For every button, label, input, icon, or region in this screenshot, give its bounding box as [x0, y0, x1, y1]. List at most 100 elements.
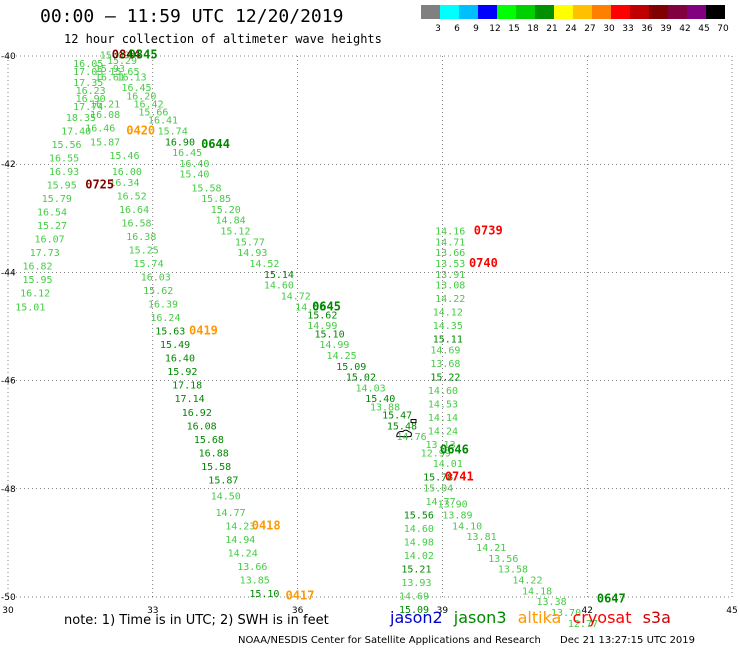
wave-height-label: 16.03 — [141, 273, 171, 284]
wave-height-label: 16.07 — [35, 235, 65, 246]
scale-swatch — [706, 5, 725, 19]
pass-time-label: 0739 — [474, 224, 503, 238]
wave-height-label: 15.09 — [399, 605, 429, 616]
wave-height-label: 16.05 — [73, 59, 103, 70]
wave-height-label: 15.47 — [382, 410, 412, 421]
scale-swatch — [592, 5, 611, 19]
legend: jason2 jason3 altika cryosat s3a — [390, 608, 677, 627]
wave-height-label: 14.16 — [435, 227, 465, 238]
wave-height-label: 13.93 — [401, 578, 431, 589]
pass-time-label: 0845 — [129, 48, 158, 62]
scale-label: 12 — [489, 24, 500, 34]
chart-title: 00:00 – 11:59 UTC 12/20/2019 — [40, 6, 344, 27]
wave-height-label: 16.08 — [187, 421, 217, 432]
wave-height-label: 15.66 — [138, 108, 168, 119]
scale-label: 24 — [565, 24, 577, 34]
wave-height-label: 13.91 — [435, 270, 465, 281]
wave-height-label: 14.77 — [426, 497, 456, 508]
wave-height-label: 12.77 — [568, 619, 598, 630]
wave-height-label: 15.14 — [264, 270, 294, 281]
wave-height-label: 14.52 — [249, 259, 279, 270]
wave-height-label: 15.56 — [404, 511, 434, 522]
wave-height-label: 14.03 — [356, 383, 386, 394]
wave-height-label: 16.46 — [85, 124, 115, 135]
pass-time-label: 0647 — [597, 591, 626, 605]
scale-swatch — [573, 5, 592, 19]
wave-height-label: 15.56 — [51, 140, 81, 151]
wave-height-label: 13.08 — [435, 281, 465, 292]
wave-height-label: 13.90 — [438, 500, 468, 511]
wave-height-label: 16.45 — [172, 148, 202, 159]
wave-height-label: 14.01 — [433, 459, 463, 470]
wave-height-label: 15.62 — [307, 310, 337, 321]
wave-height-label: 14.10 — [452, 521, 482, 532]
wave-height-label: 15.68 — [194, 435, 224, 446]
scale-label: 3 — [435, 24, 441, 34]
wave-height-label: 14.69 — [430, 346, 460, 357]
y-tick-label: -40 — [1, 52, 16, 62]
x-tick-label: 36 — [292, 606, 304, 616]
wave-height-label: 16.64 — [119, 205, 149, 216]
wave-height-label: 16.13 — [117, 72, 147, 83]
chart-subtitle: 12 hour collection of altimeter wave hei… — [64, 32, 382, 46]
pass-time-label: 0725 — [85, 178, 114, 192]
scale-swatch — [478, 5, 497, 19]
scale-label: 45 — [698, 24, 709, 34]
wave-height-label: 15.22 — [430, 373, 460, 384]
wave-height-label: 13.53 — [435, 259, 465, 270]
wave-height-label: 16.45 — [121, 83, 151, 94]
wave-height-label: 15.74 — [158, 126, 188, 137]
scale-swatch — [440, 5, 459, 19]
wave-height-label: 17.35 — [73, 78, 103, 89]
wave-height-label: 15.40 — [365, 394, 395, 405]
x-tick-label: 42 — [581, 606, 592, 616]
scale-label: 36 — [641, 24, 653, 34]
wave-height-label: 15.04 — [423, 484, 453, 495]
wave-height-label: 16.90 — [76, 94, 106, 105]
wave-height-label: 14.21 — [476, 543, 506, 554]
wave-height-label: 14.94 — [225, 535, 255, 546]
wave-height-label: 17.40 — [61, 126, 91, 137]
wave-height-label: 14.93 — [237, 248, 267, 259]
wave-height-label: 15.40 — [179, 170, 209, 181]
wave-height-label: 16.40 — [165, 354, 195, 365]
wave-height-label: 15.09 — [336, 362, 366, 373]
pass-time-label: 0645 — [312, 299, 341, 313]
pass-time-label: 0844 — [112, 48, 141, 62]
wave-height-label: 16.55 — [49, 153, 79, 164]
wave-height-label: 15.12 — [220, 227, 250, 238]
wave-height-label: 16.93 — [49, 167, 79, 178]
footer: NOAA/NESDIS Center for Satellite Applica… — [238, 635, 695, 646]
scale-swatch — [687, 5, 706, 19]
scale-swatch — [611, 5, 630, 19]
wave-height-label: 15.65 — [109, 67, 139, 78]
wave-height-label: 14.84 — [216, 216, 246, 227]
scale-label: 27 — [584, 24, 595, 34]
y-tick-label: -44 — [1, 268, 16, 278]
wave-height-label: 16.61 — [95, 72, 125, 83]
scale-label: 21 — [546, 24, 557, 34]
wave-height-label: 14.50 — [211, 492, 241, 503]
wave-height-label: 14.24 — [228, 548, 258, 559]
wave-height-label: 14.76 — [397, 432, 427, 443]
island-outline — [396, 429, 412, 438]
wave-height-label: 15.10 — [249, 589, 279, 600]
x-tick-label: 39 — [437, 606, 449, 616]
wave-height-label: 14.22 — [435, 294, 465, 305]
wave-height-label: 13.56 — [488, 554, 518, 565]
wave-height-label: 14.12 — [433, 308, 463, 319]
wave-height-label: 16.88 — [199, 448, 229, 459]
wave-height-label: 14.02 — [404, 551, 434, 562]
wave-height-label: 16.23 — [76, 86, 106, 97]
wave-height-label: 15.02 — [346, 373, 376, 384]
wave-height-label: 13.89 — [442, 511, 472, 522]
wave-height-label: 16.58 — [121, 218, 151, 229]
scale-swatch — [497, 5, 516, 19]
wave-height-label: 15.74 — [133, 259, 163, 270]
legend-jason3: jason3 — [453, 608, 507, 627]
wave-height-label: 16.90 — [165, 137, 195, 148]
wave-height-label: 16.82 — [22, 262, 52, 273]
wave-height-label: 14.25 — [327, 351, 357, 362]
wave-height-label: 15.21 — [401, 565, 431, 576]
islet-outline — [410, 419, 417, 424]
